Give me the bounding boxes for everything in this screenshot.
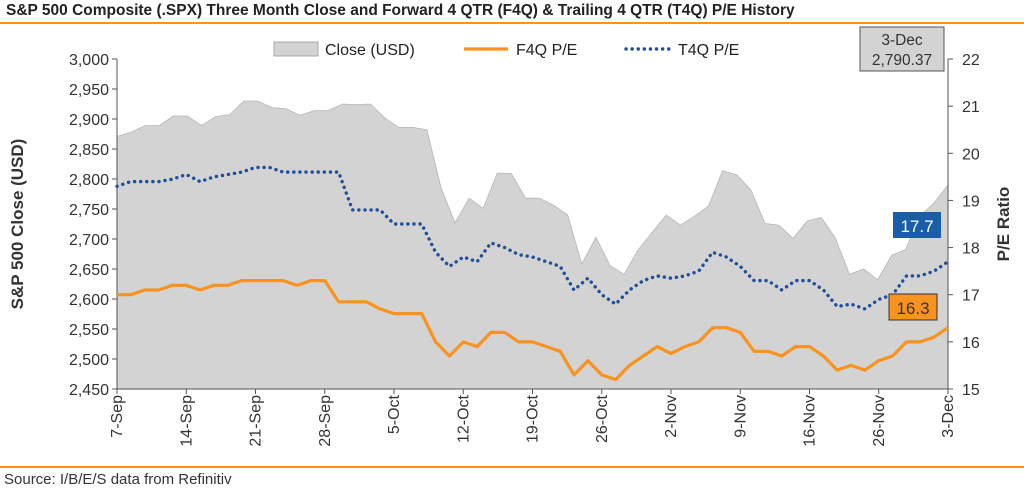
y2-tick-label: 16 <box>962 335 980 352</box>
y2-tick-label: 21 <box>962 99 980 116</box>
top-rule <box>0 22 1024 24</box>
right-axis: 15 16 17 18 19 20 21 22 <box>948 52 980 399</box>
x-tick-label: 7-Sep <box>109 395 126 438</box>
y-tick-label: 2,850 <box>69 142 109 159</box>
x-tick-label: 28-Sep <box>317 395 334 447</box>
source-note: Source: I/B/E/S data from Refinitiv <box>4 471 232 488</box>
bottom-rule <box>0 466 1024 468</box>
y-tick-label: 3,000 <box>69 52 109 69</box>
x-tick-label: 16-Nov <box>802 395 819 447</box>
y2-tick-label: 22 <box>962 52 980 69</box>
y-tick-label: 2,650 <box>69 262 109 279</box>
x-tick-label: 26-Nov <box>871 395 888 447</box>
y-tick-label: 2,950 <box>69 82 109 99</box>
t4q-pe-line <box>115 165 950 311</box>
y-tick-label: 2,750 <box>69 202 109 219</box>
x-tick-label: 12-Oct <box>455 394 472 443</box>
x-tick-label: 14-Sep <box>178 395 195 447</box>
close-area <box>116 100 949 390</box>
f4q-last-value: 16.3 <box>896 299 929 318</box>
t4q-last-callout <box>893 212 941 238</box>
pe-lines-layer <box>115 165 950 382</box>
x-tick-label: 2-Nov <box>663 395 680 438</box>
last-close-callout <box>859 26 945 72</box>
last-close-date: 3-Dec <box>881 32 923 49</box>
y2-axis-title: P/E Ratio <box>994 187 1013 262</box>
x-tick-label: 19-Oct <box>525 394 542 443</box>
x-axis: 7-Sep 14-Sep 21-Sep 28-Sep 5-Oct 12-Oct 19-Oct… <box>109 389 957 447</box>
x-tick-label: 26-Oct <box>594 394 611 443</box>
y2-tick-label: 18 <box>962 241 980 258</box>
legend: Close (USD) F4Q P/E T4Q P/E <box>273 41 739 59</box>
f4q-last-callout <box>888 293 938 321</box>
legend-label-close: Close (USD) <box>325 42 415 59</box>
last-close-value: 2,790.37 <box>872 52 932 69</box>
y-tick-label: 2,500 <box>69 352 109 369</box>
x-tick-label: 9-Nov <box>732 395 749 438</box>
y-tick-label: 2,900 <box>69 112 109 129</box>
y-tick-label: 2,450 <box>69 382 109 399</box>
y-axis-title: S&P 500 Close (USD) <box>8 139 27 310</box>
annotations: 3-Dec 2,790.37 17.7 16.3 <box>859 26 945 321</box>
y2-tick-label: 17 <box>962 288 980 305</box>
y-tick-label: 2,550 <box>69 322 109 339</box>
y2-tick-label: 20 <box>962 146 980 163</box>
x-tick-label: 5-Oct <box>386 394 403 434</box>
left-axis: 2,450 2,500 2,550 2,600 2,650 2,700 2,750 2,800… <box>69 52 117 399</box>
pe-history-chart: 2,450 2,500 2,550 2,600 2,650 2,700 2,750 2,800… <box>8 26 1013 447</box>
x-tick-label: 21-Sep <box>248 395 265 447</box>
y2-tick-label: 15 <box>962 382 980 399</box>
chart-title: S&P 500 Composite (.SPX) Three Month Clo… <box>6 2 795 19</box>
y-tick-label: 2,800 <box>69 172 109 189</box>
y-tick-label: 2,700 <box>69 232 109 249</box>
legend-swatch-close <box>273 41 319 57</box>
close-area-layer <box>116 100 949 390</box>
t4q-last-value: 17.7 <box>900 217 933 236</box>
y-tick-label: 2,600 <box>69 292 109 309</box>
y2-tick-label: 19 <box>962 193 980 210</box>
legend-label-t4q: T4Q P/E <box>678 42 739 59</box>
f4q-pe-line <box>117 279 949 382</box>
x-tick-label: 3-Dec <box>940 395 957 438</box>
legend-label-f4q: F4Q P/E <box>516 42 577 59</box>
